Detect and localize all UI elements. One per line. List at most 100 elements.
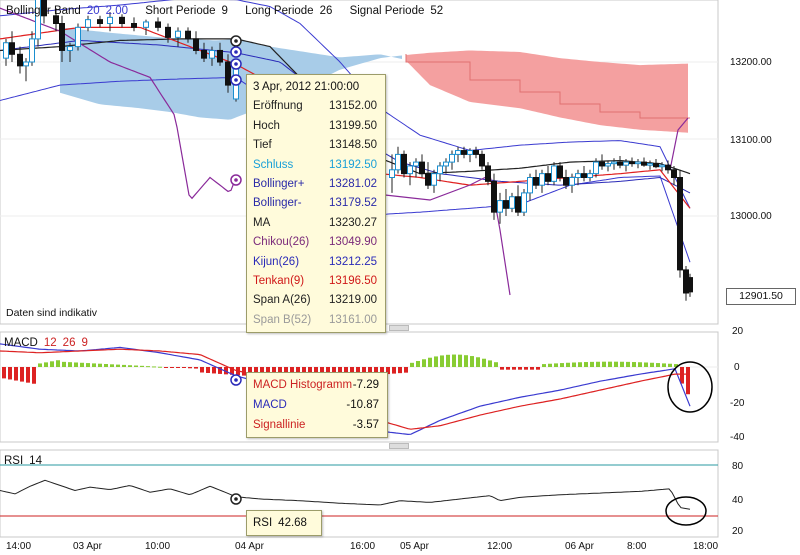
macd-histogram-bar bbox=[608, 361, 612, 367]
macd-histogram-bar bbox=[200, 367, 204, 373]
tooltip-value: 13281.02 bbox=[329, 177, 377, 190]
macd-tick-0: 0 bbox=[734, 362, 740, 373]
short-period-label: Short Periode bbox=[145, 5, 216, 17]
macd-histogram-bar bbox=[44, 362, 48, 367]
candle-down bbox=[665, 164, 671, 171]
candle-down bbox=[641, 161, 647, 166]
indicative-note: Daten sind indikativ bbox=[6, 307, 98, 319]
macd-histogram-bar bbox=[62, 361, 66, 367]
candle-up bbox=[23, 61, 29, 67]
macd-histogram-bar bbox=[422, 359, 426, 367]
candle-down bbox=[41, 0, 47, 17]
macd-histogram-bar bbox=[110, 364, 114, 367]
x-tick-1200: 12:00 bbox=[487, 541, 513, 552]
macd-legend-label: MACD bbox=[4, 337, 38, 349]
macd-histogram-bar bbox=[206, 367, 210, 373]
price-tick-13000: 13000.00 bbox=[730, 211, 772, 222]
macd-histogram-bar bbox=[620, 361, 624, 367]
candle-down bbox=[653, 163, 659, 168]
macd-histogram-bar bbox=[86, 363, 90, 367]
macd-tick-20: 20 bbox=[732, 326, 744, 337]
candle-up bbox=[75, 26, 81, 48]
macd-histogram-bar bbox=[122, 364, 126, 367]
tooltip-label: Hoch bbox=[253, 119, 280, 132]
x-tick-03apr: 03 Apr bbox=[73, 541, 102, 552]
macd-histogram-bar bbox=[158, 366, 162, 368]
macd-histogram-bar bbox=[392, 367, 396, 374]
candle-down bbox=[59, 23, 65, 51]
candle-up bbox=[443, 161, 449, 167]
macd-line-label: MACD bbox=[253, 399, 287, 411]
x-tick-04apr: 04 Apr bbox=[235, 541, 264, 552]
macd-histogram-bar bbox=[596, 361, 600, 367]
x-tick-06apr: 06 Apr bbox=[565, 541, 594, 552]
candle-up bbox=[635, 161, 641, 165]
macd-histogram-bar bbox=[248, 367, 252, 376]
marker-bollinger-dot bbox=[234, 50, 238, 54]
macd-histogram-bar bbox=[116, 364, 120, 367]
rsi-line bbox=[0, 479, 691, 510]
rsi-tooltip-label: RSI bbox=[253, 517, 273, 529]
candle-down bbox=[485, 165, 491, 182]
candle-up bbox=[395, 153, 401, 171]
price-tick-13100: 13100.00 bbox=[730, 135, 772, 146]
macd-histogram-bar bbox=[644, 362, 648, 367]
candle-up bbox=[509, 196, 515, 209]
macd-fast-value: 12 bbox=[43, 337, 57, 349]
macd-line-value: -10.87 bbox=[346, 399, 379, 411]
macd-histogram-bar bbox=[494, 362, 498, 367]
rsi-legend-label: RSI bbox=[4, 455, 24, 467]
macd-histogram-bar bbox=[638, 362, 642, 367]
macd-histogram-bar bbox=[470, 356, 474, 367]
rsi-tick-40: 40 bbox=[732, 495, 744, 506]
tooltip-row: Chikou(26) 13049.90 bbox=[247, 233, 385, 252]
candle-up bbox=[587, 173, 593, 178]
candle-up bbox=[497, 200, 503, 213]
candle-up bbox=[551, 165, 557, 182]
macd-histogram-bar bbox=[524, 367, 528, 370]
macd-signal-value: 9 bbox=[81, 337, 88, 349]
tooltip-value: 13199.50 bbox=[329, 119, 377, 132]
macd-histogram-bar bbox=[410, 362, 414, 367]
candle-up bbox=[35, 0, 41, 40]
macd-histogram-bar bbox=[380, 367, 384, 375]
macd-histogram-bar bbox=[26, 367, 30, 383]
macd-histogram-bar bbox=[134, 365, 138, 367]
chikou-line-recent bbox=[669, 117, 689, 171]
macd-tick-neg20: -20 bbox=[730, 398, 745, 409]
marker-macd-dot bbox=[234, 378, 238, 382]
marker-kijun-dot bbox=[234, 62, 238, 66]
rsi-panel[interactable] bbox=[0, 449, 719, 538]
short-period-value: 9 bbox=[221, 5, 228, 17]
panel-splitter-2[interactable] bbox=[389, 443, 409, 449]
macd-histogram-bar bbox=[386, 367, 390, 375]
candle-down bbox=[419, 161, 425, 175]
macd-histogram-bar bbox=[104, 363, 108, 367]
candle-down bbox=[97, 19, 103, 24]
macd-histogram-bar bbox=[74, 362, 78, 367]
macd-histogram-bar bbox=[92, 363, 96, 367]
marker-lower-dot bbox=[234, 78, 238, 82]
tooltip-value: 13230.27 bbox=[329, 216, 377, 229]
macd-histogram-bar bbox=[626, 361, 630, 367]
x-tick-05apr: 05 Apr bbox=[400, 541, 429, 552]
candle-down bbox=[563, 177, 569, 186]
x-tick-0800: 8:00 bbox=[627, 541, 647, 552]
macd-histogram-bar bbox=[662, 363, 666, 367]
candle-up bbox=[143, 21, 149, 28]
macd-histogram-bar bbox=[680, 367, 684, 384]
candle-down bbox=[533, 177, 539, 186]
marker-chikou-dot bbox=[234, 178, 238, 182]
marker-rsi-dot bbox=[234, 497, 238, 501]
macd-histogram-bar bbox=[482, 358, 486, 367]
rsi-tick-20: 20 bbox=[732, 526, 744, 537]
macd-slow-value: 26 bbox=[62, 337, 76, 349]
rsi-tooltip-value: 42.68 bbox=[278, 517, 307, 529]
tooltip-row: Span B(52) 13161.00 bbox=[247, 311, 385, 330]
candle-down bbox=[545, 173, 551, 182]
panel-splitter-1[interactable] bbox=[389, 325, 409, 331]
tooltip-value: 13148.50 bbox=[329, 139, 377, 152]
macd-highlight-circle bbox=[667, 361, 713, 413]
candle-up bbox=[569, 177, 575, 186]
